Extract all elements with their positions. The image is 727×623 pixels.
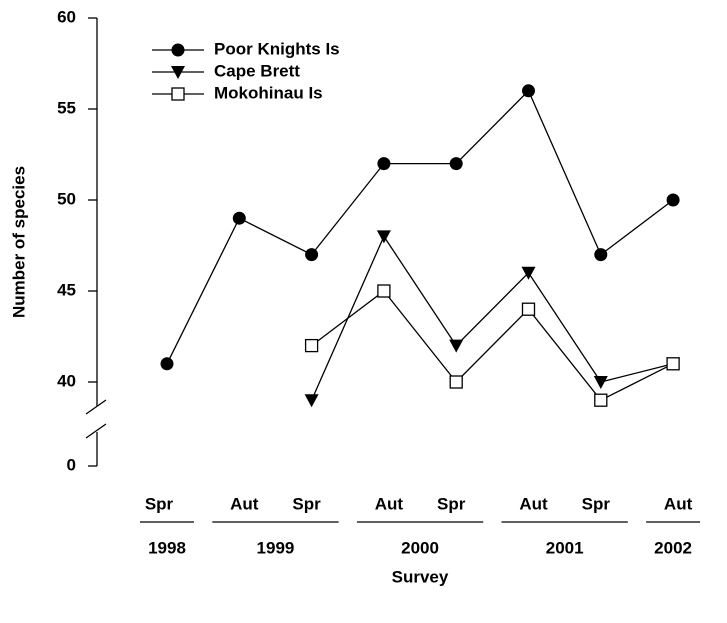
y-tick-label: 60 [57, 7, 76, 26]
y-tick-label: 45 [57, 280, 76, 299]
legend-label: Mokohinau Is [214, 83, 323, 102]
y-tick-label: 55 [57, 98, 76, 117]
marker [304, 394, 319, 408]
marker [305, 248, 319, 262]
x-tick-label: Aut [519, 494, 548, 513]
x-tick-label: Aut [664, 494, 693, 513]
marker [377, 284, 391, 298]
x-tick-label: Aut [230, 494, 259, 513]
legend-label: Poor Knights Is [214, 39, 340, 58]
group-label: 1999 [257, 538, 295, 557]
marker [522, 84, 535, 98]
marker [377, 157, 391, 171]
group-label: 1998 [148, 538, 186, 557]
group-label: 2001 [546, 538, 584, 557]
marker [594, 248, 608, 262]
marker [160, 357, 174, 371]
marker [521, 266, 536, 280]
marker [521, 302, 536, 316]
marker [232, 211, 246, 225]
marker [594, 393, 608, 407]
marker [171, 43, 185, 57]
series-line [311, 235, 674, 401]
y-axis-label: Number of species [9, 166, 28, 318]
x-axis-label: Survey [392, 567, 449, 586]
x-tick-label: Spr [437, 494, 466, 513]
marker [666, 193, 680, 207]
marker [171, 66, 185, 79]
legend-label: Cape Brett [214, 61, 300, 80]
x-tick-label: Spr [292, 494, 321, 513]
x-tick-label: Spr [582, 494, 611, 513]
series-line [311, 290, 674, 402]
x-tick-label: Aut [375, 494, 404, 513]
y-tick-label: 0 [67, 455, 76, 474]
axis-break [85, 423, 107, 439]
marker [449, 375, 463, 389]
marker [449, 157, 463, 171]
marker [304, 338, 319, 353]
axis-break [85, 399, 107, 415]
marker [593, 376, 608, 389]
marker [376, 230, 391, 244]
group-label: 2002 [654, 538, 692, 557]
group-label: 2000 [401, 538, 439, 557]
series-line [166, 89, 674, 365]
y-tick-label: 50 [57, 189, 76, 208]
y-tick-label: 40 [57, 371, 76, 390]
marker [666, 357, 680, 371]
marker [449, 339, 464, 353]
x-tick-label: Spr [145, 494, 174, 513]
marker [171, 87, 185, 101]
